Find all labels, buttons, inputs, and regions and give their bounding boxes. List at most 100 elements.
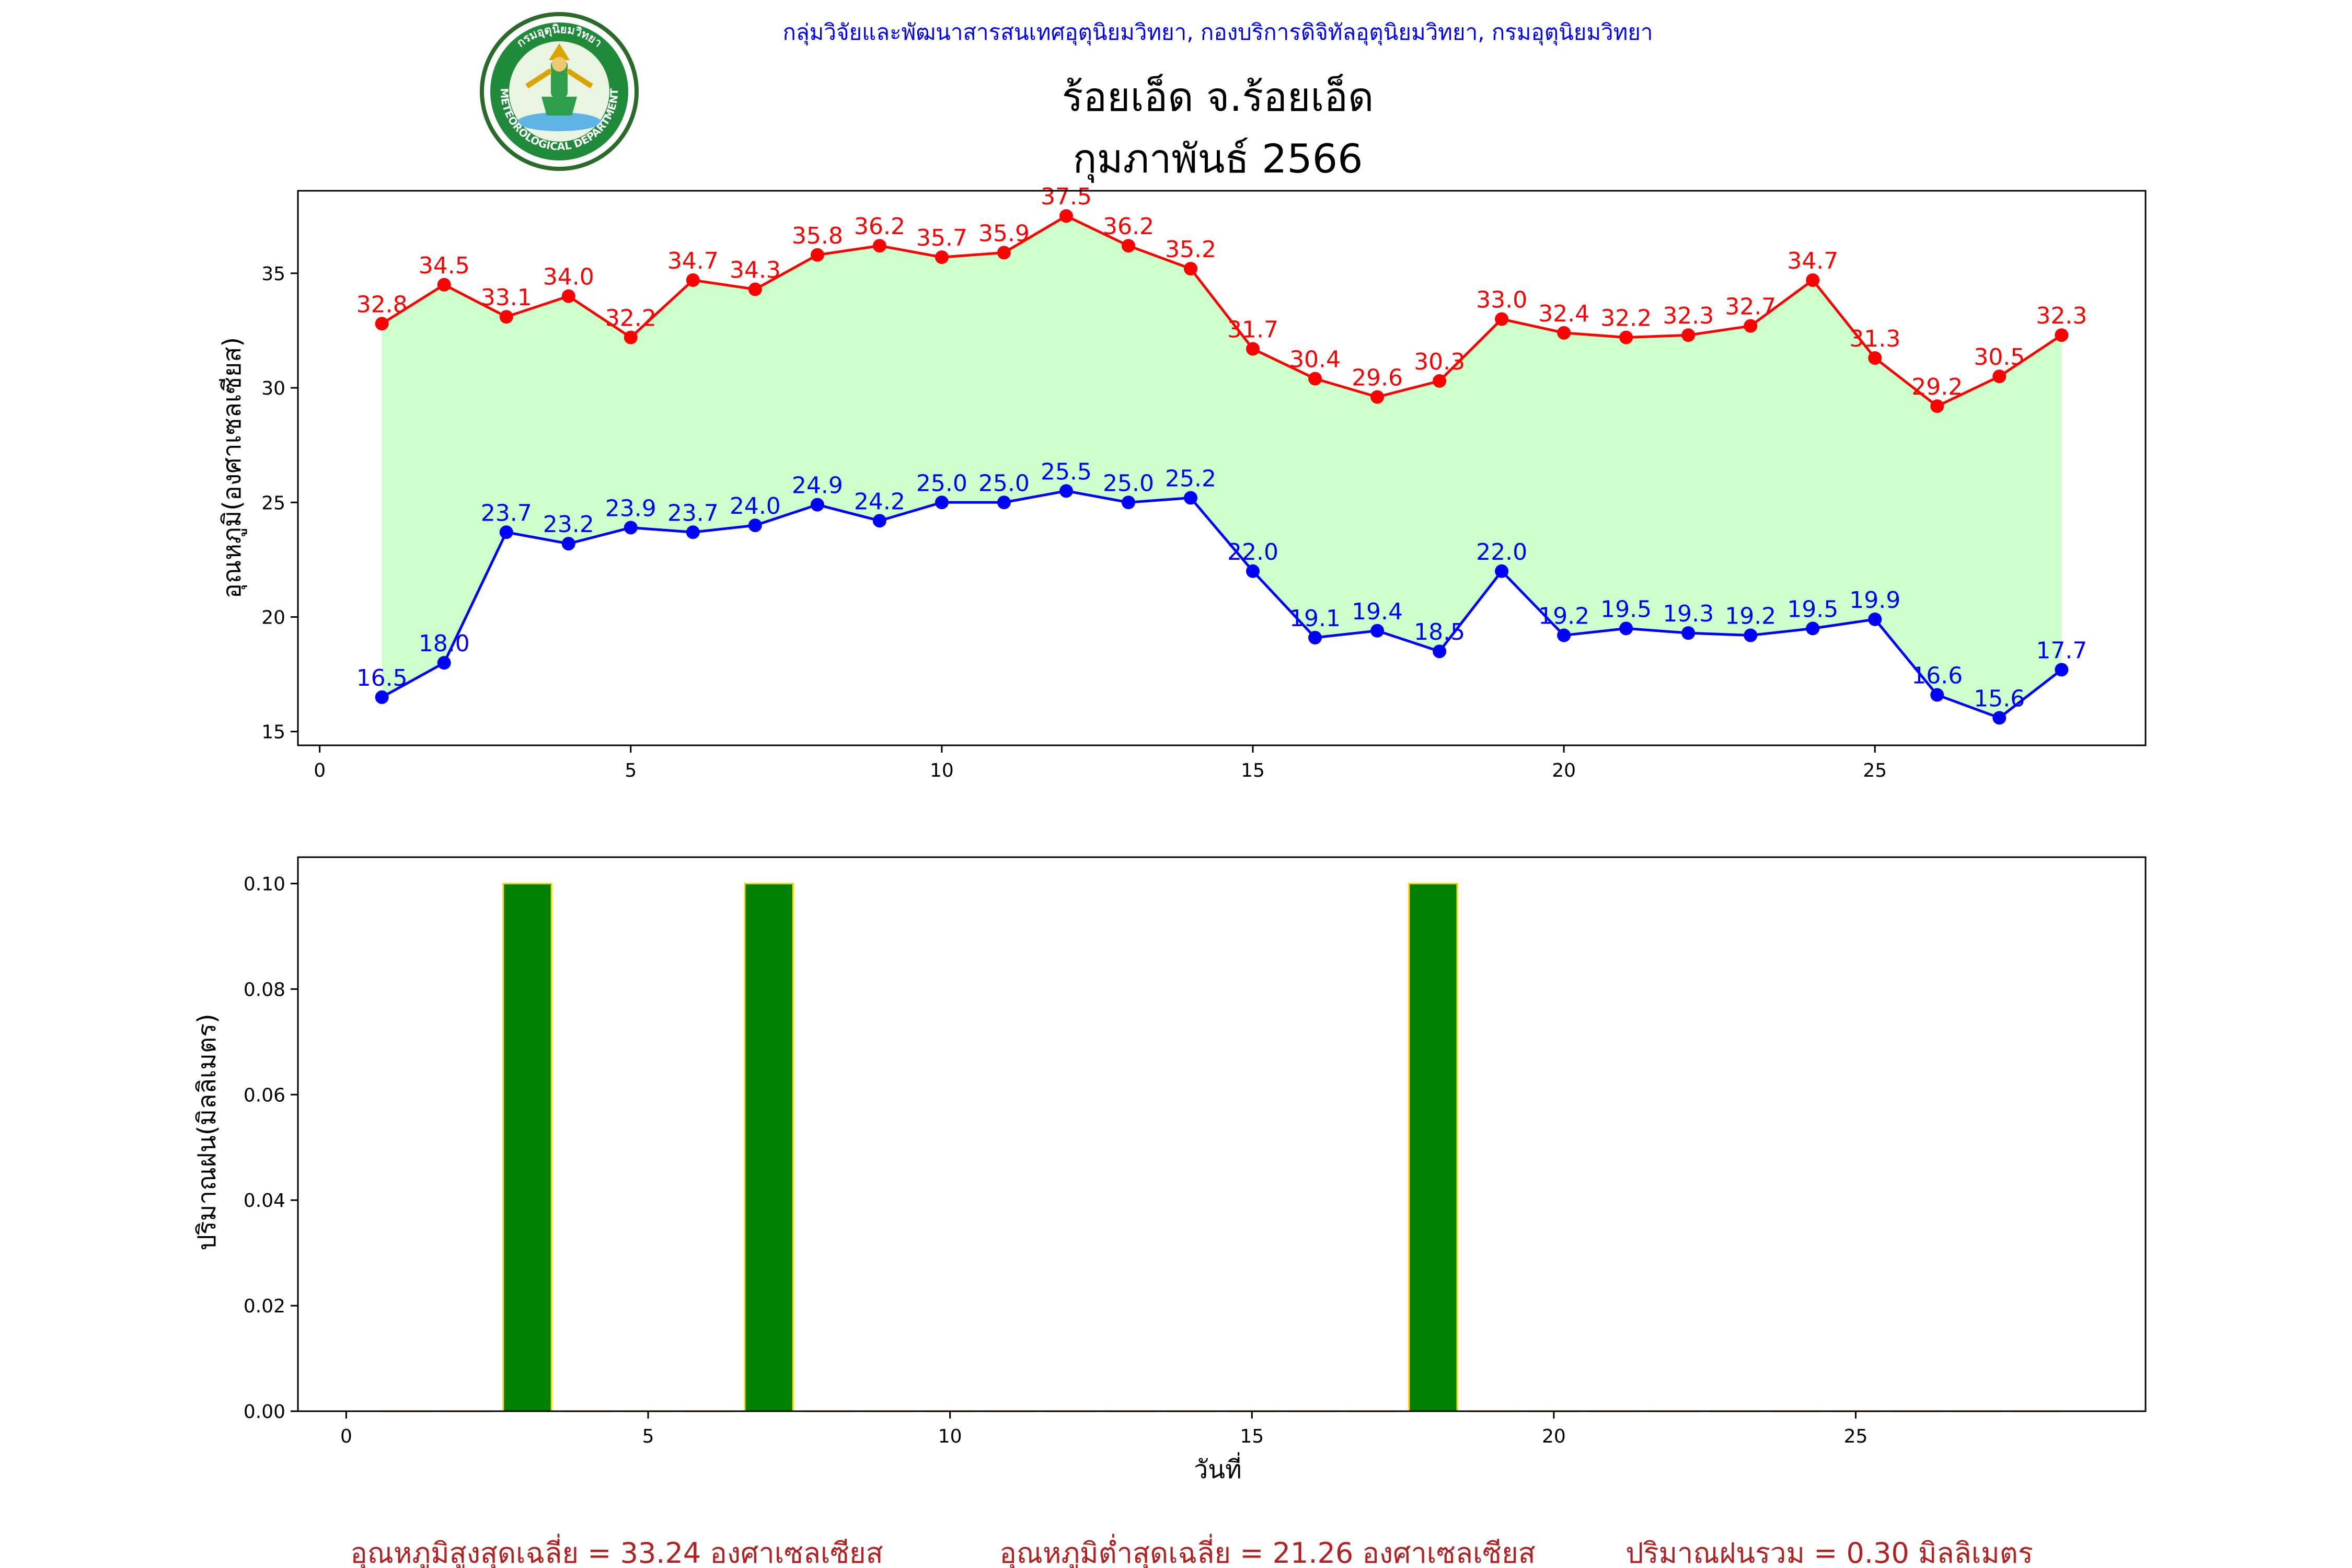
tmin-data-label: 19.4 (1352, 598, 1403, 625)
rainfall-y-tick-label: 0.02 (244, 1296, 285, 1317)
tmax-data-label: 37.5 (1041, 183, 1092, 210)
tmax-data-label: 32.7 (1725, 294, 1776, 320)
tmax-data-label: 36.2 (854, 213, 905, 240)
tmin-data-label: 19.2 (1538, 603, 1589, 630)
rainfall-x-tick-label: 5 (642, 1426, 654, 1447)
tmin-point (935, 495, 949, 510)
tmax-point (2055, 328, 2069, 342)
tmin-point (1868, 612, 1882, 626)
rainfall-y-tick-label: 0.04 (244, 1190, 285, 1212)
tmax-point (1992, 370, 2007, 384)
temperature-x-tick-label: 25 (1863, 760, 1887, 781)
tmax-point (1246, 342, 1260, 356)
rain-bar (744, 882, 794, 1412)
temperature-chart: 32.8 34.5 33.1 34.0 32.2 34.7 34.3 35.8 36.2 35.7… (261, 183, 2147, 781)
temperature-y-tick-label: 25 (261, 492, 285, 514)
rainfall-x-tick-label: 20 (1542, 1426, 1566, 1447)
rainfall-y-tick-label: 0.00 (244, 1401, 285, 1423)
tmax-data-label: 29.2 (1911, 374, 1963, 400)
rainfall-x-axis-title: วันที่ (1194, 1452, 1241, 1484)
tmax-point (1433, 374, 1447, 388)
tmax-point (1059, 209, 1073, 223)
tmin-point (2055, 663, 2069, 677)
tmax-data-label: 32.4 (1538, 301, 1589, 327)
tmax-data-label: 32.2 (605, 305, 656, 332)
tmin-point (997, 495, 1011, 510)
temperature-y-axis-title: อุณหภูมิ(องศาเซลเซียส) (217, 337, 247, 598)
tmax-point (624, 330, 638, 344)
temperature-x-tick-label: 10 (930, 760, 954, 781)
tmax-data-label: 32.3 (2036, 303, 2087, 329)
tmax-data-label: 35.7 (916, 225, 967, 251)
tmin-data-label: 25.0 (978, 470, 1030, 497)
temperature-y-tick-label: 30 (261, 378, 285, 399)
tmin-point (1246, 564, 1260, 578)
tmin-data-label: 24.2 (854, 488, 905, 515)
tmin-point (1681, 626, 1696, 640)
tmin-data-label: 17.7 (2036, 637, 2087, 664)
tmax-data-label: 30.5 (1974, 344, 2025, 371)
tmin-data-label: 23.9 (605, 495, 656, 522)
temperature-x-tick-label: 0 (314, 760, 326, 781)
tmin-point (1619, 621, 1633, 636)
rainfall-y-axis-title: ปริมาณฝน(มิลลิเมตร) (192, 1013, 222, 1250)
rainfall-y-tick-label: 0.10 (244, 873, 285, 895)
rain-bar (502, 882, 552, 1412)
temperature-y-tick-label: 20 (261, 607, 285, 628)
tmin-point (748, 518, 762, 533)
tmin-line (381, 489, 2062, 720)
tmin-data-label: 16.6 (1911, 663, 1963, 689)
tmax-point (997, 246, 1011, 260)
tmin-data-label: 18.0 (419, 630, 470, 657)
tmax-data-label: 32.3 (1663, 303, 1714, 329)
tmin-point (1059, 484, 1073, 498)
tmax-point (872, 239, 886, 253)
tmin-point (624, 521, 638, 535)
tmax-data-label: 35.9 (978, 220, 1030, 247)
tmin-point (1806, 621, 1820, 636)
tmin-point (561, 537, 575, 551)
temperature-x-tick-label: 5 (625, 760, 637, 781)
tmin-data-label: 25.5 (1041, 458, 1092, 485)
department-line: กลุ่มวิจัยและพัฒนาสารสนเทศอุตุนิยมวิทยา,… (782, 19, 1653, 46)
tmax-point (375, 317, 389, 331)
footer-total-rain: ปริมาณฝนรวม = 0.30 มิลลิเมตร (1625, 1537, 2033, 1568)
tmin-point (1433, 644, 1447, 659)
tmin-point (810, 498, 824, 512)
tmin-data-label: 22.0 (1227, 539, 1278, 566)
rainfall-y-tick-label: 0.06 (244, 1085, 285, 1106)
tmax-data-label: 34.7 (1787, 248, 1838, 274)
tmin-data-label: 25.2 (1165, 465, 1216, 492)
tmin-point (1183, 491, 1197, 505)
temperature-range-fill (382, 216, 2062, 718)
tmin-data-label: 25.0 (1103, 470, 1154, 497)
tmin-point (437, 656, 451, 670)
department-logo: METEOROLOGICAL DEPARTMENT กรมอุตุนิยมวิท… (480, 12, 639, 171)
tmin-point (1557, 628, 1571, 642)
footer-avg-min: อุณหภูมิต่ำสุดเฉลี่ย = 21.26 องศาเซลเซีย… (999, 1534, 1535, 1568)
tmin-data-label: 19.3 (1663, 601, 1714, 627)
tmin-data-label: 19.2 (1725, 603, 1776, 630)
tmax-data-label: 34.7 (667, 248, 719, 274)
tmin-data-label: 19.9 (1849, 587, 1900, 614)
tmax-data-label: 29.6 (1352, 365, 1403, 391)
tmax-point (686, 273, 700, 287)
tmin-data-label: 18.5 (1414, 619, 1465, 645)
tmax-point (1370, 390, 1385, 404)
tmin-point (1992, 711, 2007, 725)
tmin-point (1930, 688, 1944, 702)
rain-bar (1408, 882, 1458, 1412)
rainfall-y-tick-label: 0.08 (244, 979, 285, 1000)
tmax-line (381, 214, 2062, 408)
tmax-data-label: 34.3 (730, 257, 781, 284)
tmax-data-label: 35.8 (792, 223, 843, 249)
tmin-data-label: 19.5 (1787, 596, 1838, 622)
temperature-y-tick-label: 35 (261, 263, 285, 285)
rainfall-x-tick-label: 15 (1240, 1426, 1264, 1447)
tmax-point (499, 310, 513, 324)
station-title: ร้อยเอ็ด จ.ร้อยเอ็ด (1062, 74, 1374, 120)
rainfall-x-tick-label: 25 (1844, 1426, 1868, 1447)
tmin-point (499, 525, 513, 539)
tmax-point (1806, 273, 1820, 287)
tmin-data-label: 25.0 (916, 470, 967, 497)
